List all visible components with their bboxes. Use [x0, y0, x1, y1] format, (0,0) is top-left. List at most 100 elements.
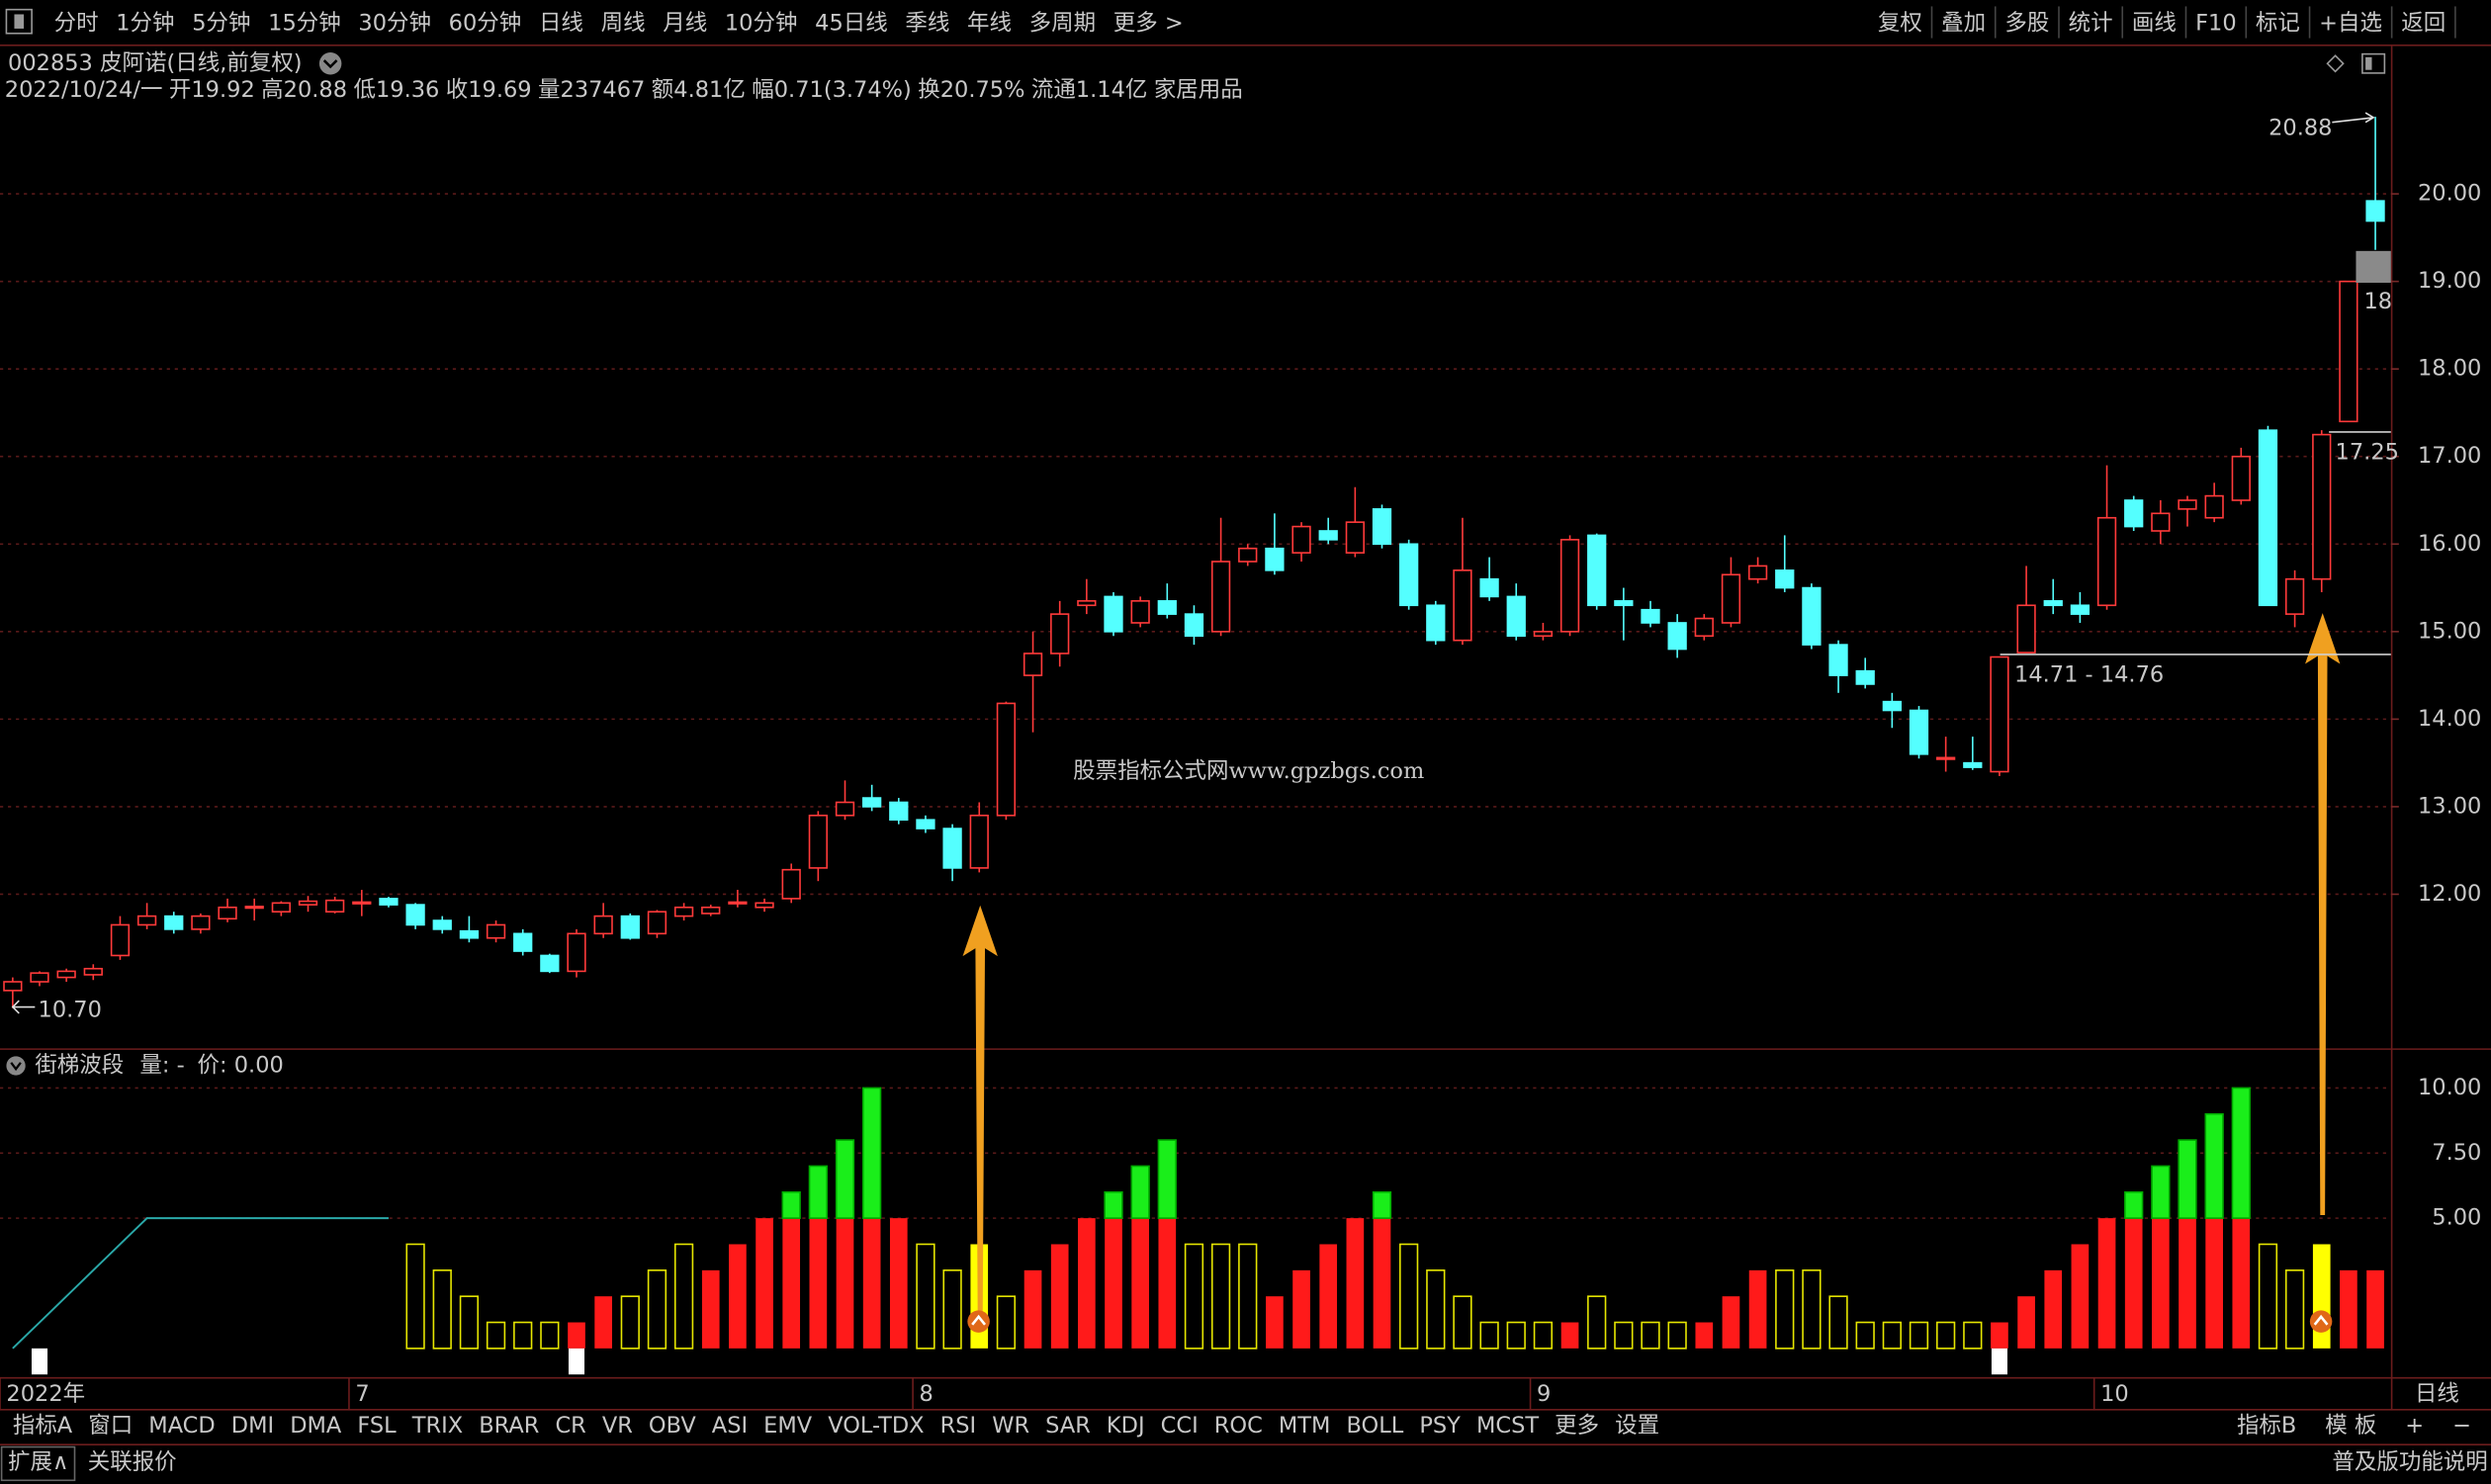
menu-item[interactable]: 更多 > — [1113, 11, 1184, 37]
menu-item[interactable]: MTM — [1279, 1413, 1331, 1439]
menu-item[interactable]: TRIX — [411, 1413, 463, 1439]
tab-item[interactable]: + — [2405, 1413, 2424, 1439]
menu-item[interactable]: 返回 — [2401, 11, 2446, 37]
menu-item[interactable]: VOL-TDX — [828, 1413, 924, 1439]
menu-item[interactable]: PSY — [1419, 1413, 1461, 1439]
menu-item[interactable]: CR — [555, 1413, 585, 1439]
tab-item[interactable]: 模 板 — [2325, 1413, 2376, 1439]
bar — [513, 1321, 533, 1350]
candle-body — [1453, 569, 1472, 642]
menu-item[interactable]: OBV — [649, 1413, 696, 1439]
candle-body — [1747, 565, 1768, 580]
status-item[interactable]: 关联报价 — [88, 1449, 177, 1475]
status-item[interactable]: 扩展∧ — [8, 1449, 68, 1475]
quote-item: 换20.75% — [918, 77, 1024, 103]
bar — [1963, 1321, 1983, 1350]
candle-body — [969, 814, 989, 869]
menu-item[interactable]: 周线 — [601, 11, 646, 37]
bar — [2152, 1218, 2170, 1349]
bar — [1158, 1218, 1177, 1349]
menu-item[interactable]: DMI — [231, 1413, 274, 1439]
bar — [862, 1087, 882, 1219]
menu-item[interactable]: MCST — [1476, 1413, 1539, 1439]
candle-body — [513, 932, 533, 952]
tab-item[interactable]: 指标B — [2237, 1413, 2296, 1439]
menu-item[interactable]: WR — [992, 1413, 1029, 1439]
signal — [31, 1348, 48, 1375]
menu-item[interactable]: 复权 — [1878, 11, 1922, 37]
bar — [673, 1243, 694, 1350]
menu-item[interactable]: RSI — [940, 1413, 977, 1439]
menu-item[interactable]: FSL — [357, 1413, 397, 1439]
menu-item[interactable]: MACD — [148, 1413, 215, 1439]
candle-body — [2043, 600, 2063, 607]
menu-item[interactable]: KDJ — [1107, 1413, 1145, 1439]
y-tick-label: 19.00 — [2418, 268, 2481, 294]
menu-item[interactable]: ROC — [1214, 1413, 1263, 1439]
menu-item[interactable]: 60分钟 — [449, 11, 522, 37]
menu-item[interactable]: 10分钟 — [725, 11, 798, 37]
menu-item[interactable]: 叠加 — [1941, 11, 1986, 37]
menu-item[interactable]: CCI — [1161, 1413, 1199, 1439]
candle-body — [352, 901, 372, 905]
menu-item[interactable]: F10 — [2195, 11, 2237, 37]
candle-body — [1721, 573, 1741, 624]
bar — [1104, 1190, 1123, 1219]
tab-item[interactable]: − — [2452, 1413, 2471, 1439]
candle-body — [1426, 604, 1446, 642]
bar — [1936, 1321, 1956, 1350]
candle-body — [2204, 494, 2224, 519]
bar — [1023, 1269, 1042, 1349]
bar — [835, 1139, 855, 1219]
menu-item[interactable]: 45日线 — [815, 11, 888, 37]
menu-item[interactable]: 15分钟 — [268, 11, 341, 37]
bar — [1210, 1243, 1231, 1350]
menu-item[interactable]: 窗口 — [88, 1413, 133, 1439]
status-item[interactable]: 普及版功能说明 — [2332, 1449, 2487, 1475]
menu-item[interactable]: 标记 — [2256, 11, 2300, 37]
menu-item[interactable]: 5分钟 — [192, 11, 250, 37]
bar — [1346, 1218, 1365, 1349]
menu-item[interactable]: EMV — [763, 1413, 813, 1439]
bar — [1991, 1322, 2008, 1349]
menu-item[interactable]: 画线 — [2132, 11, 2177, 37]
menu-item[interactable]: +自选 — [2319, 11, 2382, 37]
candle-body — [2151, 512, 2171, 532]
menu-item[interactable]: 30分钟 — [358, 11, 431, 37]
candle-body — [1184, 613, 1204, 638]
menu-item[interactable]: VR — [602, 1413, 633, 1439]
menu-item[interactable]: 设置 — [1615, 1413, 1659, 1439]
y-tick-label: 15.00 — [2418, 618, 2481, 644]
menu-item[interactable]: 分时 — [54, 11, 99, 37]
candle-body — [271, 902, 291, 913]
menu-item[interactable]: BRAR — [479, 1413, 539, 1439]
candle-body — [996, 702, 1017, 817]
min-arrow — [11, 1000, 36, 1014]
menu-item[interactable]: 日线 — [539, 11, 583, 37]
menu-item[interactable]: 多股 — [2004, 11, 2049, 37]
menu-item[interactable]: 月线 — [663, 11, 707, 37]
candle-body — [1533, 631, 1554, 638]
bar — [836, 1218, 854, 1349]
candle-body — [1909, 709, 1929, 755]
menu-item[interactable]: 年线 — [967, 11, 1012, 37]
bar — [1453, 1295, 1472, 1350]
signal — [1991, 1348, 2007, 1375]
menu-item[interactable]: 指标A — [13, 1413, 73, 1439]
menu-item[interactable]: BOLL — [1346, 1413, 1403, 1439]
level-label: 14.71 - 14.76 — [2014, 661, 2164, 687]
status-box — [0, 1445, 76, 1482]
menu-item[interactable]: 1分钟 — [116, 11, 174, 37]
menu-item[interactable]: SAR — [1045, 1413, 1091, 1439]
menu-item[interactable]: 统计 — [2069, 11, 2113, 37]
bar — [1184, 1243, 1204, 1350]
menu-item[interactable]: DMA — [290, 1413, 342, 1439]
menu-item[interactable]: 多周期 — [1029, 11, 1096, 37]
indicator-title: 街梯波段 — [35, 1052, 124, 1078]
menu-item[interactable]: 季线 — [905, 11, 949, 37]
menu-item[interactable]: ASI — [712, 1413, 748, 1439]
bar — [2284, 1269, 2305, 1350]
x-tick-label: 10 — [2100, 1381, 2129, 1407]
menu-item[interactable]: 更多 — [1555, 1413, 1599, 1439]
bar — [782, 1218, 801, 1349]
